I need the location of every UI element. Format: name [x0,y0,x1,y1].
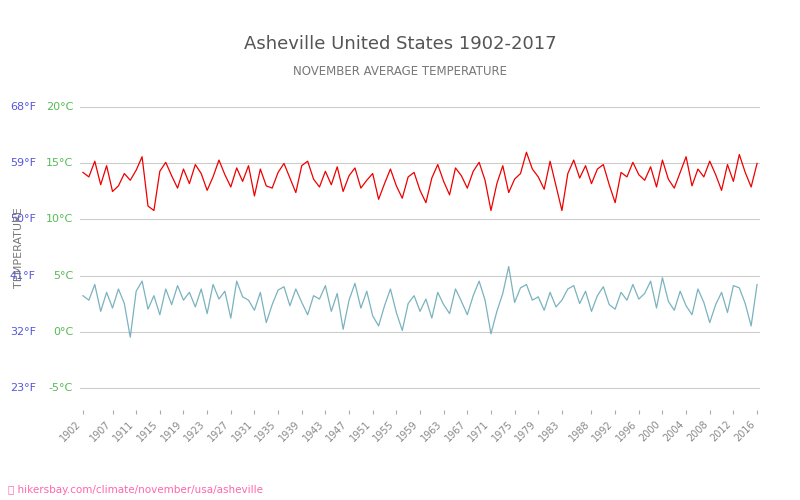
Text: 10°C: 10°C [46,214,74,224]
Text: TEMPERATURE: TEMPERATURE [14,207,24,288]
Text: 41°F: 41°F [10,270,36,280]
Text: 68°F: 68°F [10,102,36,113]
Text: 20°C: 20°C [46,102,74,113]
Text: 50°F: 50°F [10,214,36,224]
Text: 5°C: 5°C [53,270,74,280]
Text: 15°C: 15°C [46,158,74,168]
Text: 📍 hikersbay.com/climate/november/usa/asheville: 📍 hikersbay.com/climate/november/usa/ash… [8,485,263,495]
Text: Asheville United States 1902-2017: Asheville United States 1902-2017 [244,35,556,53]
Text: 59°F: 59°F [10,158,36,168]
Text: 23°F: 23°F [10,382,36,392]
Text: NOVEMBER AVERAGE TEMPERATURE: NOVEMBER AVERAGE TEMPERATURE [293,65,507,78]
Text: 32°F: 32°F [10,326,36,336]
Text: 0°C: 0°C [53,326,74,336]
Text: -5°C: -5°C [49,382,74,392]
